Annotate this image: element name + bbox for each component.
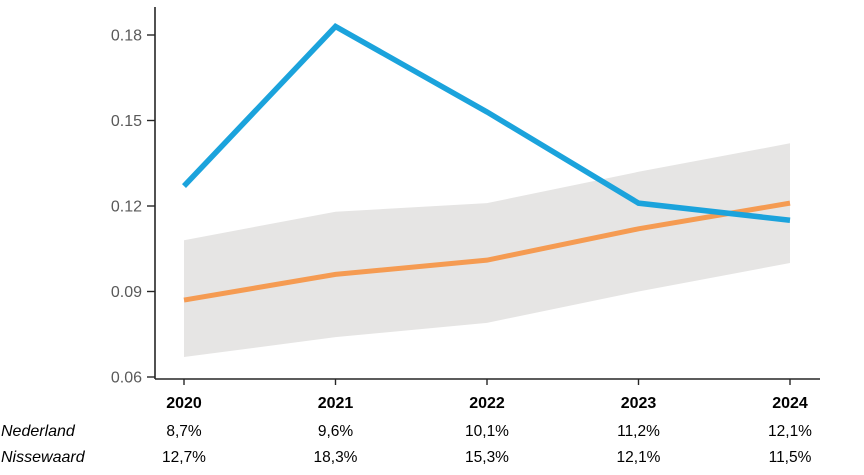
- year-header-2022: 2022: [469, 395, 505, 412]
- row-label-nissewaard: Nissewaard: [1, 449, 85, 466]
- table-cell: 11,5%: [768, 449, 812, 466]
- table-cell: 9,6%: [317, 423, 354, 440]
- table-cell: 12,7%: [162, 449, 206, 466]
- table-cell: 11,2%: [617, 423, 660, 440]
- reference-range-band: [184, 143, 790, 358]
- y-tick-label: 0.18: [111, 28, 142, 45]
- year-header-2020: 2020: [166, 395, 202, 412]
- table-cell: 15,3%: [465, 449, 509, 466]
- y-tick-label: 0.06: [111, 370, 142, 387]
- series-line-nissewaard: [182, 23, 791, 223]
- y-tick-label: 0.15: [111, 113, 142, 130]
- table-row-nederland: Nederland 8,7% 9,6% 10,1% 11,2% 12,1%: [0, 422, 864, 442]
- table-cell: 12,1%: [616, 449, 661, 466]
- year-header-2023: 2023: [620, 395, 657, 412]
- series-line-nederland: [183, 200, 791, 303]
- table-cell: 8,7%: [166, 423, 202, 440]
- year-header-2021: 2021: [317, 395, 354, 412]
- row-label-nederland: Nederland: [1, 423, 75, 440]
- year-header-2024: 2024: [772, 395, 808, 412]
- table-cell: 18,3%: [313, 449, 358, 466]
- table-cell: 12,1%: [768, 423, 812, 440]
- table-row-nissewaard: Nissewaard 12,7% 18,3% 15,3% 12,1% 11,5%: [0, 448, 864, 468]
- y-tick-label: 0.09: [111, 284, 142, 301]
- y-tick-label: 0.12: [111, 199, 142, 216]
- table-header-row: 2020 2021 2022 2023 2024: [0, 394, 864, 414]
- table-cell: 10,1%: [465, 423, 509, 440]
- trend-line-chart: 0.06 0.09 0.12 0.15 0.18: [111, 7, 820, 387]
